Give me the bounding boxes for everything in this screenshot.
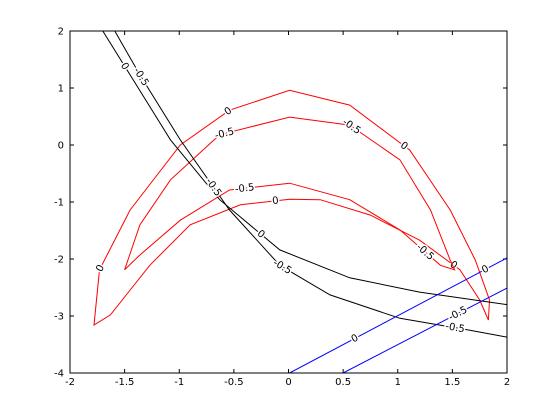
y-tick-label: -1	[54, 198, 64, 209]
contour-line	[124, 116, 456, 271]
y-tick-label: 2	[58, 27, 64, 38]
x-tick-label: -2	[65, 377, 75, 388]
y-tick-label: -2	[54, 255, 64, 266]
x-tick-label: 2	[504, 377, 510, 388]
x-tick-label: 1.5	[444, 377, 460, 388]
contour-level-label: -0.5	[444, 321, 465, 335]
x-tick-label: 0	[285, 377, 291, 388]
y-tick-label: -4	[54, 369, 64, 380]
axes-box	[69, 30, 508, 374]
contour-line	[102, 31, 507, 306]
y-tick-label: 0	[58, 141, 64, 152]
x-tick-label: 0.5	[335, 377, 351, 388]
contour-line	[114, 31, 507, 338]
plot-area	[70, 31, 507, 373]
contour-line	[289, 257, 507, 373]
x-tick-label: 1	[395, 377, 401, 388]
contour-level-label: -0.5	[234, 182, 255, 195]
y-tick-label: 1	[58, 84, 64, 95]
x-tick-label: -1	[174, 377, 184, 388]
contour-level-label: 0	[272, 195, 280, 207]
contour-line	[342, 287, 507, 373]
x-tick-label: -1.5	[115, 377, 135, 388]
contour-line	[93, 89, 491, 327]
y-tick-label: -3	[54, 312, 64, 323]
x-tick-label: -0.5	[224, 377, 244, 388]
